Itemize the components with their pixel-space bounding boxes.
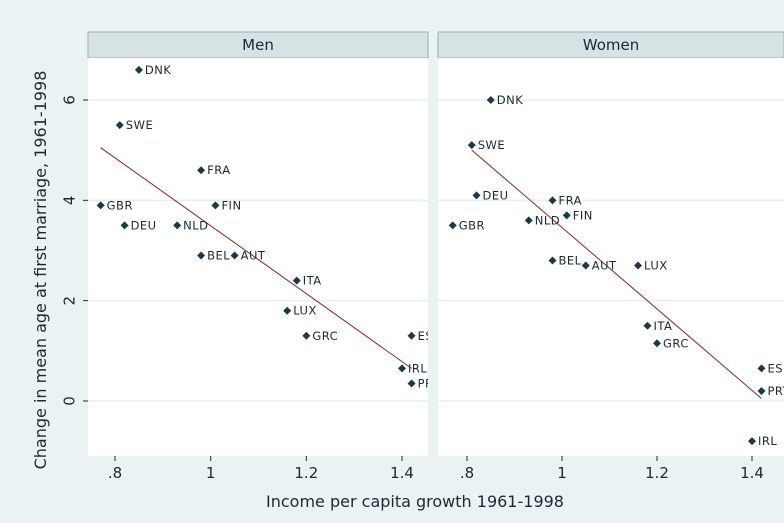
x-tick-label: .8 — [108, 464, 122, 482]
panel-title: Women — [583, 36, 639, 54]
point-label-nld: NLD — [535, 213, 560, 227]
point-label-gbr: GBR — [107, 198, 133, 212]
y-tick-label: 4 — [61, 196, 79, 206]
panels: Men DNK SWE FRA GBR FIN DEU NLD BEL AUT ITA LUX GRC E… — [61, 32, 784, 482]
plot-area — [438, 58, 784, 456]
x-axis-label: Income per capita growth 1961-1998 — [266, 492, 564, 511]
point-label-ita: ITA — [303, 274, 322, 288]
panel-title: Men — [242, 36, 274, 54]
y-axis-label: Change in mean age at first marriage, 19… — [31, 71, 50, 470]
point-label-swe: SWE — [478, 138, 505, 152]
y-tick-label: 0 — [61, 396, 79, 406]
point-label-grc: GRC — [663, 336, 689, 350]
point-label-esp: ESP — [768, 361, 784, 375]
point-label-irl: IRL — [408, 361, 427, 375]
point-label-lux: LUX — [293, 304, 317, 318]
point-label-swe: SWE — [126, 118, 153, 132]
point-label-gbr: GBR — [459, 218, 485, 232]
y-tick-label: 2 — [61, 296, 79, 306]
point-label-fra: FRA — [207, 163, 231, 177]
point-label-dnk: DNK — [497, 93, 524, 107]
x-tick-label: 1.2 — [294, 464, 318, 482]
point-label-grc: GRC — [312, 329, 338, 343]
point-label-aut: AUT — [241, 249, 266, 263]
point-label-deu: DEU — [131, 218, 157, 232]
x-tick-label: 1 — [557, 464, 567, 482]
x-tick-label: .8 — [460, 464, 474, 482]
point-label-nld: NLD — [183, 218, 208, 232]
point-label-irl: IRL — [758, 434, 777, 448]
x-tick-label: 1.2 — [645, 464, 669, 482]
point-label-aut: AUT — [592, 259, 617, 273]
point-label-lux: LUX — [644, 259, 668, 273]
x-tick-label: 1 — [206, 464, 216, 482]
point-label-dnk: DNK — [145, 63, 172, 77]
point-label-bel: BEL — [559, 254, 582, 268]
point-label-fin: FIN — [221, 198, 241, 212]
point-label-deu: DEU — [483, 188, 509, 202]
x-tick-label: 1.4 — [390, 464, 414, 482]
y-tick-label: 6 — [61, 95, 79, 105]
x-tick-label: 1.4 — [740, 464, 764, 482]
point-label-fin: FIN — [573, 208, 593, 222]
point-label-fra: FRA — [559, 193, 583, 207]
panel-men: MenDNKSWEFRAGBRFINDEUNLDBELAUTITALUXGRCE… — [61, 32, 441, 482]
point-label-prt: PRT — [768, 384, 784, 398]
point-label-ita: ITA — [654, 319, 673, 333]
point-label-bel: BEL — [207, 249, 230, 263]
